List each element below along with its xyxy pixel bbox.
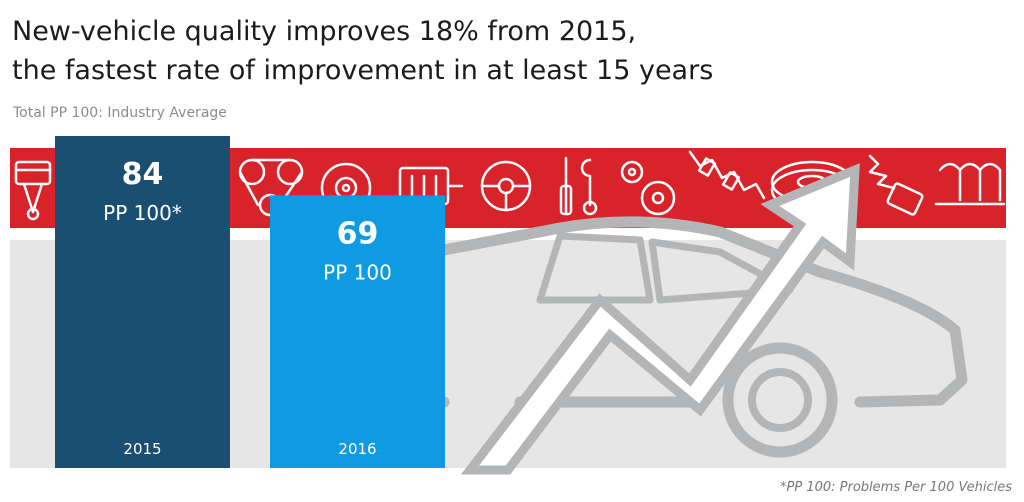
- bar-unit-label: PP 100*: [103, 201, 182, 225]
- bar-2015: [55, 136, 230, 468]
- x-tick-label: 2015: [123, 440, 161, 458]
- gears-icon: [620, 160, 676, 216]
- x-tick-label: 2016: [338, 440, 376, 458]
- exhaust-manifold-icon: [934, 162, 1006, 206]
- tools-icon: [559, 156, 598, 216]
- bar-value-label: 84: [122, 157, 164, 192]
- steering-wheel-icon: [480, 160, 532, 212]
- chart-subtitle: Total PP 100: Industry Average: [13, 105, 227, 121]
- piston-icon: [14, 160, 52, 221]
- bars-layer: 84 PP 100* 2015 69 PP 100 2016: [55, 136, 445, 469]
- crankshaft-icon: [688, 150, 766, 200]
- footnote: *PP 100: Problems Per 100 Vehicles: [780, 480, 1012, 495]
- chart-title: New-vehicle quality improves 18% from 20…: [12, 16, 714, 86]
- bar-unit-label: PP 100: [323, 260, 392, 284]
- bar-value-label: 69: [337, 216, 379, 251]
- bar-2016: [270, 195, 445, 469]
- rising-arrow-icon: [460, 163, 860, 475]
- shock-absorber-icon: [868, 154, 924, 216]
